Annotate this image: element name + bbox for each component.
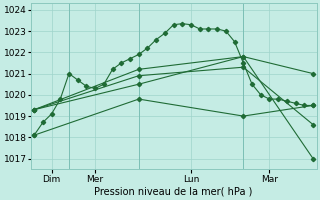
X-axis label: Pression niveau de la mer( hPa ): Pression niveau de la mer( hPa ) <box>94 187 253 197</box>
